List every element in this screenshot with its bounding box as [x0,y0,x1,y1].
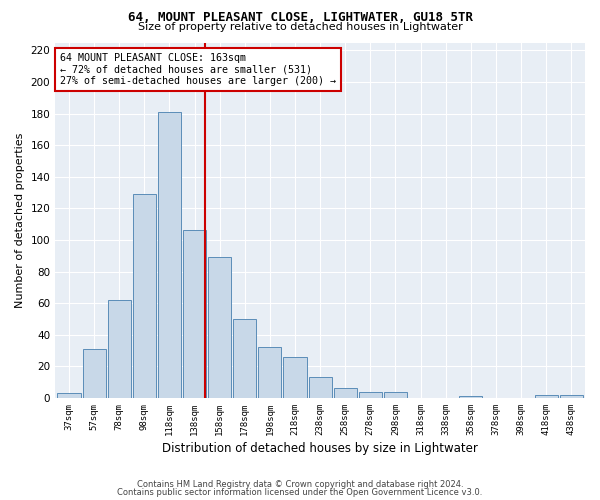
Bar [359,392,382,398]
Text: Contains HM Land Registry data © Crown copyright and database right 2024.: Contains HM Land Registry data © Crown c… [137,480,463,489]
Bar [83,349,106,398]
Bar [459,396,482,398]
Y-axis label: Number of detached properties: Number of detached properties [15,132,25,308]
Text: 64 MOUNT PLEASANT CLOSE: 163sqm
← 72% of detached houses are smaller (531)
27% o: 64 MOUNT PLEASANT CLOSE: 163sqm ← 72% of… [61,53,337,86]
Text: Size of property relative to detached houses in Lightwater: Size of property relative to detached ho… [137,22,463,32]
Text: Contains public sector information licensed under the Open Government Licence v3: Contains public sector information licen… [118,488,482,497]
Bar [535,395,557,398]
Bar [107,300,131,398]
Bar [133,194,156,398]
Bar [283,357,307,398]
X-axis label: Distribution of detached houses by size in Lightwater: Distribution of detached houses by size … [162,442,478,455]
Text: 64, MOUNT PLEASANT CLOSE, LIGHTWATER, GU18 5TR: 64, MOUNT PLEASANT CLOSE, LIGHTWATER, GU… [128,11,473,24]
Bar [183,230,206,398]
Bar [233,319,256,398]
Bar [334,388,357,398]
Bar [208,258,231,398]
Bar [158,112,181,398]
Bar [384,392,407,398]
Bar [308,378,332,398]
Bar [58,393,80,398]
Bar [259,348,281,398]
Bar [560,395,583,398]
